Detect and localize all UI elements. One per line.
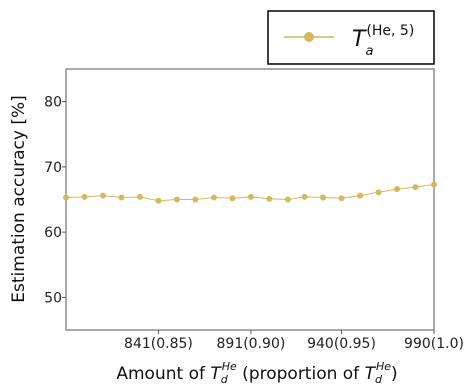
legend-point-marker: [304, 32, 314, 42]
x-axis-label: Amount of TdHe (proportion of TdHe): [116, 360, 397, 386]
data-point: [284, 196, 291, 203]
data-point: [431, 181, 437, 188]
data-point: [357, 192, 364, 199]
data-point: [63, 194, 69, 201]
x-tick-label: 990(1.0): [404, 336, 464, 352]
data-point: [173, 196, 180, 203]
data-point: [266, 195, 273, 202]
y-tick-label: 80: [44, 95, 62, 111]
data-point: [99, 192, 106, 199]
y-tick-label: 50: [44, 290, 62, 306]
data-point: [412, 184, 419, 191]
x-axis: 841(0.85) 891(0.90) 940(0.95) 990(1.0): [124, 330, 464, 352]
data-point: [320, 194, 327, 201]
data-point: [375, 189, 382, 196]
legend-entry-label: Ta(He, 5): [352, 23, 414, 59]
data-point: [338, 195, 345, 202]
data-point: [118, 194, 125, 201]
y-tick-label: 70: [44, 160, 62, 176]
x-tick-label: 940(0.95): [307, 336, 376, 352]
data-series: [63, 181, 437, 204]
data-point: [229, 195, 236, 202]
legend: Ta(He, 5): [267, 10, 435, 65]
data-point: [394, 186, 401, 193]
x-tick-label: 841(0.85): [124, 336, 193, 352]
data-point: [192, 196, 199, 203]
data-point: [155, 197, 162, 204]
data-point: [301, 193, 308, 200]
data-point: [136, 193, 143, 200]
y-axis: 50 60 70 80: [44, 95, 66, 306]
x-tick-label: 891(0.90): [217, 336, 286, 352]
y-axis-label: Estimation accuracy [%]: [9, 95, 29, 302]
data-point: [247, 193, 254, 200]
data-point: [210, 194, 217, 201]
y-tick-label: 60: [44, 225, 62, 241]
data-point: [81, 193, 88, 200]
